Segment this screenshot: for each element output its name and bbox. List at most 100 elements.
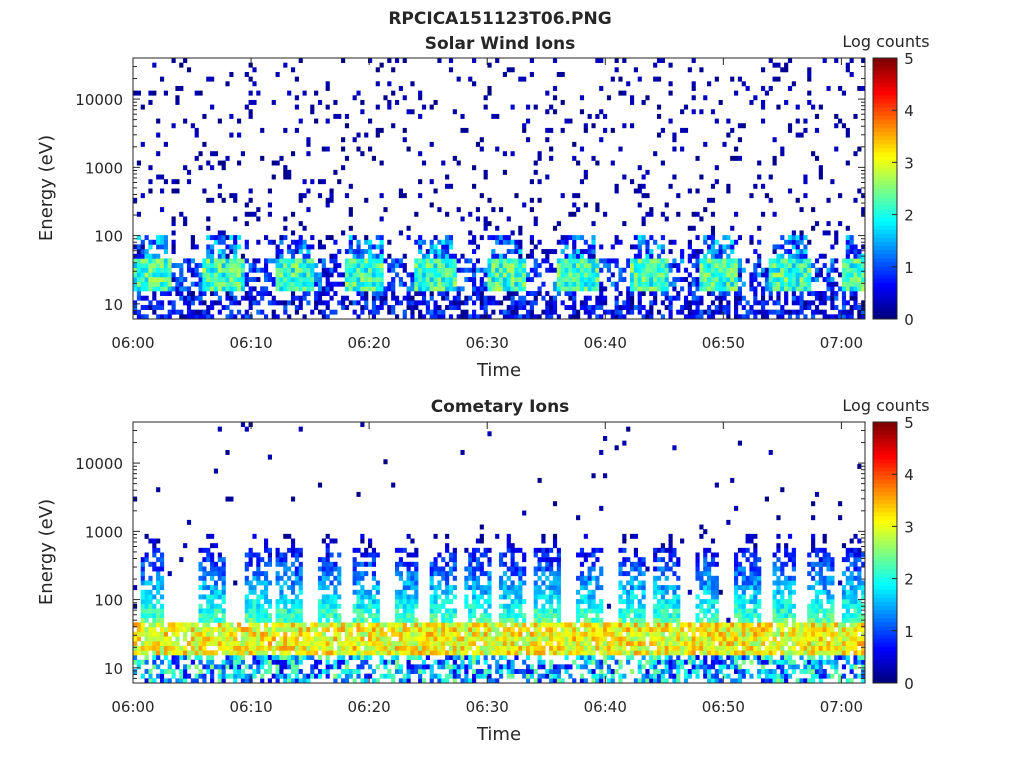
- heatmap-cell: [133, 305, 138, 310]
- heatmap-cell: [171, 263, 176, 269]
- heatmap-cell: [645, 211, 650, 217]
- heatmap-cell: [572, 305, 577, 310]
- heatmap-cell: [175, 179, 180, 185]
- heatmap-cell: [360, 552, 365, 558]
- heatmap-cell: [629, 123, 635, 129]
- heatmap-cell: [175, 286, 180, 292]
- heatmap-cell: [649, 300, 654, 306]
- heatmap-cell: [645, 249, 650, 255]
- heatmap-cell: [753, 295, 758, 301]
- heatmap-cell: [360, 305, 365, 310]
- heatmap-cell: [834, 146, 839, 152]
- heatmap-cell: [714, 118, 719, 124]
- heatmap-cell: [522, 277, 527, 283]
- heatmap-cell: [506, 263, 511, 269]
- heatmap-cell: [217, 673, 222, 679]
- heatmap-cell: [452, 608, 457, 614]
- heatmap-cell: [256, 631, 261, 637]
- heatmap-cell: [780, 281, 785, 287]
- heatmap-cell: [279, 277, 284, 283]
- heatmap-cell: [456, 300, 461, 306]
- heatmap-cell: [217, 594, 222, 600]
- heatmap-cell: [344, 258, 350, 264]
- heatmap-cell: [433, 263, 438, 269]
- heatmap-cell: [822, 58, 827, 63]
- heatmap-cell: [556, 561, 561, 567]
- heatmap-cell: [183, 258, 188, 264]
- heatmap-cell: [549, 309, 554, 315]
- heatmap-cell: [294, 622, 299, 628]
- heatmap-cell: [394, 613, 400, 619]
- heatmap-cell: [298, 547, 303, 553]
- heatmap-cell: [240, 650, 246, 656]
- heatmap-cell: [541, 538, 546, 544]
- heatmap-cell: [402, 137, 407, 143]
- heatmap-cell: [641, 183, 646, 189]
- heatmap-cell: [803, 281, 808, 287]
- heatmap-cell: [294, 277, 299, 283]
- heatmap-cell: [448, 258, 454, 264]
- heatmap-cell: [560, 645, 565, 651]
- heatmap-cell: [302, 627, 307, 633]
- heatmap-cell: [549, 557, 554, 563]
- heatmap-cell: [483, 641, 488, 647]
- heatmap-cell: [514, 249, 519, 255]
- heatmap-cell: [734, 314, 739, 320]
- heatmap-cell: [371, 631, 377, 637]
- heatmap-cell: [468, 664, 473, 670]
- heatmap-cell: [159, 300, 165, 306]
- heatmap-cell: [371, 622, 377, 628]
- heatmap-cell: [133, 631, 138, 637]
- heatmap-cell: [464, 580, 469, 586]
- heatmap-cell: [229, 631, 234, 637]
- heatmap-cell: [533, 599, 538, 605]
- heatmap-cell: [379, 127, 384, 133]
- heatmap-cell: [714, 295, 719, 301]
- heatmap-cell: [375, 552, 380, 558]
- heatmap-cell: [410, 314, 415, 320]
- heatmap-cell: [368, 253, 373, 259]
- heatmap-cell: [198, 617, 203, 623]
- heatmap-cell: [537, 627, 542, 633]
- heatmap-cell: [406, 627, 411, 633]
- heatmap-cell: [691, 249, 696, 255]
- heatmap-cell: [529, 277, 534, 283]
- heatmap-cell: [622, 90, 627, 96]
- heatmap-cell: [283, 300, 288, 306]
- heatmap-cell: [479, 566, 484, 572]
- heatmap-cell: [799, 309, 804, 315]
- heatmap-cell: [256, 659, 261, 665]
- heatmap-cell: [533, 258, 538, 264]
- heatmap-cell: [460, 449, 465, 455]
- heatmap-cell: [283, 645, 288, 651]
- heatmap-cell: [210, 533, 215, 539]
- heatmap-cell: [256, 566, 261, 572]
- heatmap-cell: [518, 244, 523, 250]
- heatmap-cell: [283, 631, 288, 637]
- heatmap-cell: [156, 174, 161, 180]
- heatmap-cell: [518, 589, 523, 595]
- heatmap-cell: [437, 580, 442, 586]
- heatmap-cell: [171, 286, 176, 292]
- heatmap-cell: [263, 659, 269, 665]
- heatmap-cell: [414, 585, 419, 591]
- heatmap-cell: [502, 594, 507, 600]
- heatmap-cell: [210, 263, 215, 269]
- heatmap-cell: [487, 286, 492, 292]
- heatmap-cell: [472, 589, 477, 595]
- heatmap-cell: [645, 244, 650, 250]
- heatmap-cell: [529, 197, 534, 203]
- heatmap-cell: [853, 291, 858, 296]
- heatmap-cell: [591, 244, 596, 250]
- heatmap-cell: [448, 263, 454, 269]
- heatmap-cell: [310, 281, 315, 287]
- heatmap-cell: [163, 669, 168, 674]
- heatmap-cell: [248, 90, 253, 96]
- heatmap-cell: [210, 673, 215, 679]
- heatmap-cell: [537, 678, 542, 684]
- heatmap-cell: [807, 67, 812, 73]
- heatmap-cell: [491, 207, 496, 213]
- heatmap-cell: [398, 561, 403, 567]
- heatmap-cell: [263, 636, 269, 642]
- heatmap-cell: [483, 645, 488, 651]
